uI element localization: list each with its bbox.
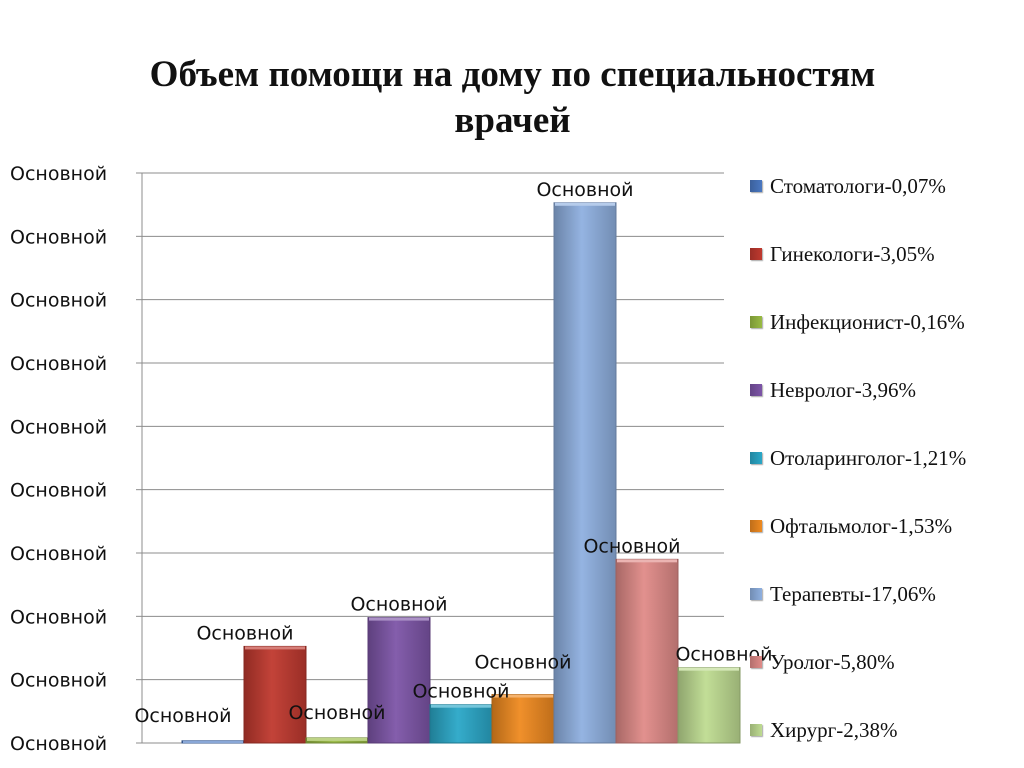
legend-label: Офтальмолог-1,53% <box>770 513 953 538</box>
bar-highlight <box>431 704 491 708</box>
y-tick-label: Основной <box>10 480 107 502</box>
legend-item: Невролог-3,96% <box>750 377 916 403</box>
y-tick-label: Основной <box>10 290 107 312</box>
bar-highlight <box>245 646 305 650</box>
legend-item: Гинекологи-3,05% <box>750 241 935 267</box>
legend-swatch <box>750 248 762 260</box>
y-tick-label: Основной <box>10 670 107 692</box>
y-tick-label: Основной <box>10 163 107 185</box>
legend-swatch <box>750 588 762 600</box>
bar-5 <box>429 704 493 744</box>
bars <box>181 202 741 744</box>
y-tick-label: Основной <box>10 543 107 565</box>
bar-6 <box>491 694 555 744</box>
legend-label: Невролог-3,96% <box>770 377 916 402</box>
bar-highlight <box>679 667 739 671</box>
y-tick-label: Основной <box>10 606 107 628</box>
legend-swatch <box>750 520 762 532</box>
legend-swatch <box>750 384 762 396</box>
data-label: Основной <box>412 681 509 703</box>
legend-swatch <box>750 452 762 464</box>
chart-title: Объем помощи на дому по специальностям в… <box>149 54 876 141</box>
data-labels: Основной Основной Основной Основной Основной… <box>134 179 772 727</box>
data-label: Основной <box>474 652 571 674</box>
data-label: Основной <box>675 644 772 666</box>
legend-label: Уролог-5,80% <box>770 649 895 674</box>
legend-item: Стоматологи-0,07% <box>750 173 946 199</box>
legend-item: Терапевты-17,06% <box>750 581 936 607</box>
legend-label: Отоларинголог-1,21% <box>770 445 967 470</box>
bar-8 <box>615 558 679 744</box>
legend-label: Гинекологи-3,05% <box>770 241 935 266</box>
bar-highlight <box>617 559 677 563</box>
bar-2 <box>243 645 307 744</box>
data-label: Основной <box>536 179 633 201</box>
data-label: Основной <box>134 705 231 727</box>
legend-item: Отоларинголог-1,21% <box>750 445 966 471</box>
legend-label: Стоматологи-0,07% <box>770 173 946 198</box>
legend-item: Инфекционист-0,16% <box>750 309 965 335</box>
bar-highlight <box>493 694 553 698</box>
y-tick-label: Основной <box>10 226 107 248</box>
bar-highlight <box>307 737 367 741</box>
bar-highlight <box>369 617 429 621</box>
data-label: Основной <box>196 622 293 644</box>
y-tick-labels: Основной Основной Основной Основной Основной… <box>10 163 107 755</box>
y-tick-label: Основной <box>10 416 107 438</box>
legend-label: Хирург-2,38% <box>770 717 898 742</box>
y-tick-label: Основной <box>10 353 107 375</box>
data-label: Основной <box>350 594 447 616</box>
data-label: Основной <box>583 535 680 557</box>
legend-item: Офтальмолог-1,53% <box>750 513 952 539</box>
legend-item: Хирург-2,38% <box>750 717 897 743</box>
legend-item: Уролог-5,80% <box>750 649 895 675</box>
legend-swatch <box>750 656 762 668</box>
legend-swatch <box>750 180 762 192</box>
legend-swatch <box>750 724 762 736</box>
bar-highlight <box>183 740 243 743</box>
bar-9 <box>677 667 741 744</box>
bar-highlight <box>555 202 615 206</box>
data-label: Основной <box>288 702 385 724</box>
legend-label: Инфекционист-0,16% <box>770 309 965 334</box>
legend-swatch <box>750 316 762 328</box>
y-tick-label: Основной <box>10 733 107 755</box>
legend-label: Терапевты-17,06% <box>770 581 936 606</box>
